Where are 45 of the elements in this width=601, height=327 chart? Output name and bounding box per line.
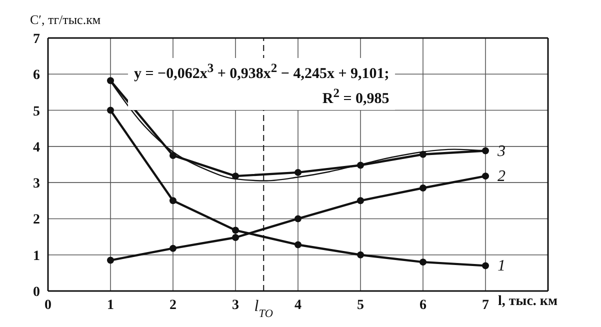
point — [232, 172, 239, 180]
point — [420, 184, 426, 192]
point — [107, 256, 114, 264]
x-tick-label: 3 — [232, 298, 239, 313]
point — [357, 197, 364, 204]
series-label: 1 — [498, 258, 506, 275]
y-tick-label: 2 — [33, 212, 40, 228]
point — [482, 262, 489, 270]
point — [482, 147, 489, 154]
series-label: 2 — [498, 168, 506, 186]
x-tick-label: 5 — [357, 298, 364, 313]
ref-line-label: l$_{ТО}$ — [254, 298, 274, 320]
point — [294, 215, 302, 222]
y-tick-label: 5 — [33, 104, 40, 120]
point — [420, 258, 426, 266]
annotation: y = −0,062x$^{3}$ + 0,938x$^{2}$ − 4,245x + 9,101; — [134, 60, 390, 84]
point — [357, 162, 364, 169]
point — [232, 226, 239, 234]
point — [232, 234, 239, 242]
point — [170, 197, 176, 204]
y-tick-label: 1 — [33, 248, 40, 264]
y-tick-label: 7 — [33, 32, 40, 47]
x-tick-label: 7 — [482, 298, 489, 313]
y-axis-title: C′, тг/тыс.км — [30, 12, 101, 28]
x-tick-label: 1 — [107, 298, 114, 313]
point — [107, 106, 114, 114]
point — [420, 150, 426, 158]
point — [170, 244, 176, 252]
y-tick-label: 6 — [33, 68, 40, 84]
y-tick-label: 4 — [33, 140, 40, 156]
point — [294, 168, 302, 176]
point — [357, 251, 364, 258]
point — [482, 172, 489, 180]
point — [294, 241, 302, 248]
x-tick-label: 2 — [170, 298, 176, 313]
x-tick-label: 6 — [420, 298, 426, 313]
point — [170, 152, 176, 159]
y-tick-label: 3 — [33, 176, 40, 192]
series-label: 3 — [496, 142, 506, 160]
annotation: R$^{2}$ = 0,985 — [321, 85, 390, 109]
x-axis-title: l, тыс. км — [498, 294, 558, 310]
x-tick-label: 0 — [44, 298, 52, 313]
x-tick-label: 4 — [294, 298, 302, 313]
point — [107, 77, 114, 84]
y-tick-label: 0 — [33, 284, 40, 300]
